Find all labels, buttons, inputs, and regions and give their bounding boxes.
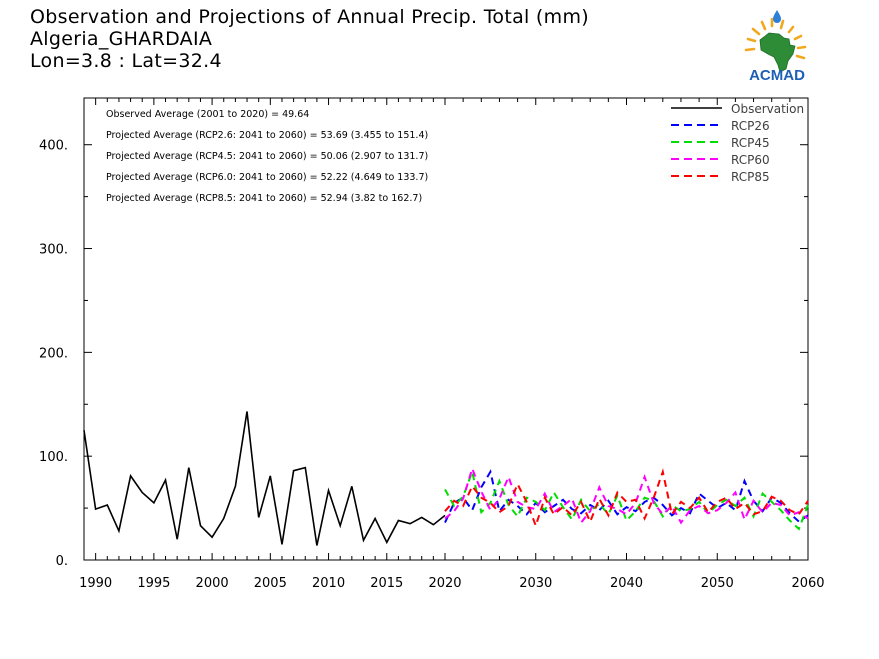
legend-label-rcp45: RCP45 <box>731 136 770 150</box>
annotation-line: Projected Average (RCP8.5: 2041 to 2060)… <box>106 193 422 204</box>
series-line-observation <box>83 411 446 546</box>
x-tick-label: 2010 <box>312 576 345 591</box>
annotation-line: Projected Average (RCP2.6: 2041 to 2060)… <box>106 130 428 141</box>
annotation-line: Observed Average (2001 to 2020) = 49.64 <box>106 109 309 120</box>
plot-frame: 1990 1995 2000 2005 2010 2015 2020 2030 2040 2050… <box>39 97 825 591</box>
legend-label-rcp26: RCP26 <box>731 119 770 133</box>
annotation-block: Observed Average (2001 to 2020) = 49.64 P… <box>106 109 428 204</box>
x-tick-label: 2015 <box>370 576 403 591</box>
x-tick-label: 2040 <box>610 576 643 591</box>
x-tick-label: 2020 <box>428 576 461 591</box>
plot-border <box>83 97 809 561</box>
acmad-logo-text: ACMAD <box>749 67 805 82</box>
annotation-line: Projected Average (RCP6.0: 2041 to 2060)… <box>106 172 428 183</box>
series-line-rcp26 <box>444 469 809 524</box>
y-tick-label: 100. <box>39 450 68 465</box>
series-line-rcp85 <box>444 468 809 529</box>
data-lines <box>83 411 809 546</box>
acmad-logo: ACMAD <box>738 8 816 84</box>
annotation-line: Projected Average (RCP4.5: 2041 to 2060)… <box>106 151 428 162</box>
station-coordinates: Lon=3.8 : Lat=32.4 <box>30 50 222 72</box>
x-tick-label: 2060 <box>791 576 824 591</box>
chart-header: Observation and Projections of Annual Pr… <box>30 6 589 72</box>
legend-label-observation: Observation <box>731 102 804 116</box>
x-tick-label: 2000 <box>196 576 229 591</box>
y-tick-label: 400. <box>39 139 68 154</box>
legend-label-rcp60: RCP60 <box>731 153 770 167</box>
x-tick-label: 1995 <box>137 576 170 591</box>
africa-continent-sun-logo-icon: ACMAD <box>744 10 807 84</box>
chart-title: Observation and Projections of Annual Pr… <box>30 6 589 28</box>
station-name: Algeria_GHARDAIA <box>30 28 213 50</box>
x-tick-label: 2050 <box>701 576 734 591</box>
y-tick-label: 300. <box>39 243 68 258</box>
y-tick-label: 200. <box>39 346 68 361</box>
legend-label-rcp85: RCP85 <box>731 170 770 184</box>
x-tick-label: 2005 <box>254 576 287 591</box>
series-line-rcp60 <box>444 465 809 525</box>
legend: Observation RCP26 RCP45 RCP60 RCP85 <box>671 102 804 184</box>
y-tick-label: 0. <box>56 554 68 569</box>
x-tick-label: 1990 <box>79 576 112 591</box>
x-tick-label: 2030 <box>519 576 552 591</box>
